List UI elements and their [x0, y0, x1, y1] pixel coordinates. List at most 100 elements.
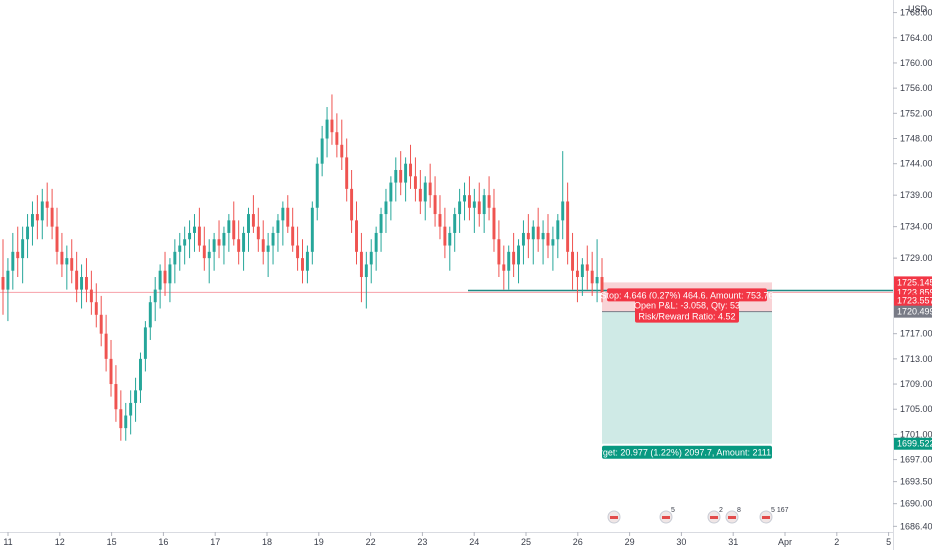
candle-body	[222, 232, 226, 246]
time-tick-label: 5	[886, 537, 891, 547]
candle-body	[291, 226, 295, 246]
candle-body	[207, 251, 211, 259]
position-labels: Stop: 4.646 (0.27%) 464.6, Amount: 753.7…	[590, 288, 784, 459]
candle-body	[237, 239, 241, 252]
price-tick-label: 1697.000	[900, 455, 932, 465]
price-tag-stop: 1725.145	[897, 277, 932, 287]
event-flag-stripe	[728, 516, 736, 519]
time-tick-label: 15	[107, 537, 117, 547]
candle-body	[364, 264, 368, 278]
target-label: Target: 20.977 (1.22%) 2097.7, Amount: 2…	[590, 448, 783, 458]
candle-body	[232, 220, 236, 240]
candle-body	[281, 207, 285, 221]
candle-body	[531, 226, 535, 240]
time-tick-label: 24	[469, 537, 479, 547]
candle-body	[84, 277, 88, 290]
price-tick-label: 1686.400	[900, 521, 932, 531]
price-tick-label: 1744.000	[900, 159, 932, 169]
price-tick-label: 1705.000	[900, 404, 932, 414]
candle-body	[173, 251, 177, 265]
candle-body	[418, 188, 422, 202]
time-axis[interactable]: 11 12 15 16 17 18 19 22 23 24 25 26 29 30 31 Apr 2 5	[0, 532, 893, 547]
price-tag-target: 1699.522	[897, 439, 932, 449]
time-tick-label: 2	[834, 537, 839, 547]
candle-body	[541, 232, 545, 240]
price-tick-label: 1748.000	[900, 134, 932, 144]
candle-body	[188, 232, 192, 240]
candle-body	[330, 119, 334, 133]
candle-body	[448, 232, 452, 246]
time-tick-label: 29	[625, 537, 635, 547]
candles[interactable]	[1, 94, 604, 441]
candle-body	[104, 333, 108, 359]
currency-label: USD	[908, 4, 928, 14]
event-flag-stripe	[762, 516, 770, 519]
price-axis[interactable]: 1768.000 1764.000 1760.000 1756.000 1752.000…	[893, 0, 932, 550]
time-tick-label: 23	[417, 537, 427, 547]
candle-body	[512, 251, 516, 265]
candle-body	[75, 270, 79, 290]
candle-body	[379, 214, 383, 233]
candle-body	[65, 258, 69, 265]
candle-body	[70, 258, 74, 271]
price-tick-label: 1768.000	[900, 8, 932, 18]
candle-body	[345, 157, 349, 189]
candle-body	[458, 201, 462, 215]
event-flag-stripe	[710, 516, 718, 519]
candle-body	[497, 239, 501, 265]
candle-body	[30, 214, 34, 227]
candle-body	[45, 201, 49, 208]
candle-body	[487, 195, 491, 208]
candle-body	[590, 270, 594, 284]
candle-body	[178, 245, 182, 252]
candle-body	[148, 302, 152, 328]
price-tick-label: 1739.000	[900, 190, 932, 200]
candle-body	[600, 277, 604, 293]
price-tag-target-bg	[894, 437, 932, 450]
candle-body	[463, 195, 466, 202]
candle-body	[40, 201, 44, 221]
candle-body	[477, 201, 481, 215]
event-flag-stripe	[662, 516, 670, 519]
price-tick-label: 1756.000	[900, 83, 932, 93]
candle-body	[134, 390, 138, 403]
candle-body	[163, 270, 167, 284]
candle-body	[350, 188, 354, 221]
candle-body	[26, 226, 30, 240]
candle-body	[168, 264, 172, 284]
price-tick-label: 1693.500	[900, 477, 932, 487]
time-tick-label: 26	[573, 537, 583, 547]
stop-label: Stop: 4.646 (0.27%) 464.6, Amount: 753.7…	[600, 290, 773, 300]
candle-body	[251, 214, 255, 227]
candle-body	[492, 207, 496, 240]
candle-body	[153, 289, 157, 303]
price-tick-label: 1764.000	[900, 33, 932, 43]
candle-body	[595, 277, 599, 284]
candle-body	[35, 214, 39, 221]
candle-body	[217, 239, 221, 246]
candle-body	[301, 258, 304, 271]
candle-body	[546, 232, 550, 246]
candle-body	[94, 302, 98, 315]
target-label-bg	[602, 445, 772, 459]
candle-body	[453, 214, 457, 233]
event-flag-stripe	[610, 516, 618, 519]
candle-body	[16, 251, 20, 259]
candle-body	[384, 201, 388, 215]
candle-body	[389, 182, 393, 202]
candle-body	[266, 245, 270, 252]
event-badges[interactable]: 5 2 8 5 167	[607, 507, 789, 524]
candle-body	[517, 245, 521, 265]
candle-body	[212, 239, 216, 252]
event-count: 5 167	[771, 507, 789, 514]
time-tick-label: 16	[158, 537, 168, 547]
candle-body	[340, 144, 344, 158]
candle-body	[197, 226, 201, 246]
candle-body	[502, 264, 506, 271]
candle-body	[310, 207, 314, 252]
price-tick-label: 1709.000	[900, 379, 932, 389]
candle-body	[409, 163, 412, 177]
time-tick-label: 11	[3, 537, 12, 547]
candle-body	[423, 182, 427, 202]
